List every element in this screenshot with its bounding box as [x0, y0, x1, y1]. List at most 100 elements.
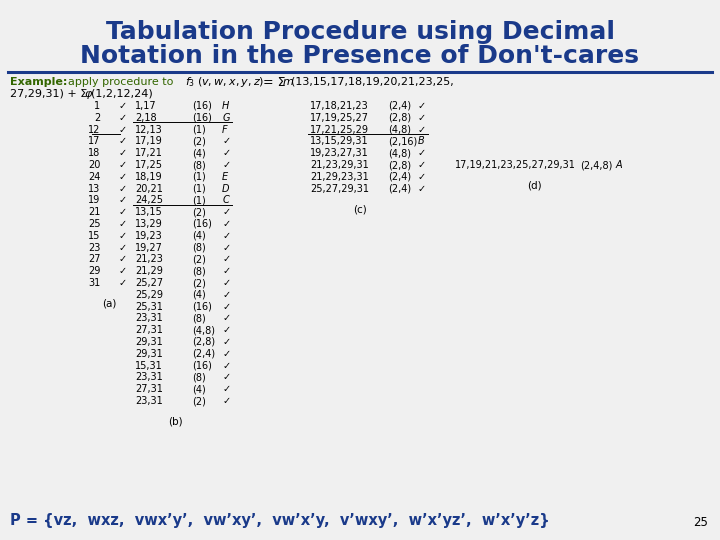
- Text: 27,29,31) + Σ: 27,29,31) + Σ: [11, 89, 88, 99]
- Text: (2): (2): [192, 254, 206, 265]
- Text: H: H: [222, 101, 230, 111]
- Text: ✓: ✓: [222, 207, 230, 217]
- Text: (2): (2): [192, 137, 206, 146]
- Text: 25,31: 25,31: [135, 302, 163, 312]
- Text: ✓: ✓: [418, 125, 426, 134]
- Text: 25,27: 25,27: [135, 278, 163, 288]
- Text: (1): (1): [192, 125, 206, 134]
- Text: ✓: ✓: [418, 148, 426, 158]
- Text: 1: 1: [94, 101, 100, 111]
- Text: (2,8): (2,8): [388, 160, 411, 170]
- Text: 25: 25: [693, 516, 708, 529]
- Text: 17,25: 17,25: [135, 160, 163, 170]
- Text: (a): (a): [102, 299, 117, 309]
- Text: ✓: ✓: [222, 231, 230, 241]
- Text: D: D: [222, 184, 230, 194]
- Text: ✓: ✓: [222, 290, 230, 300]
- Text: 18,19: 18,19: [135, 172, 163, 182]
- Text: 25,27,29,31: 25,27,29,31: [310, 184, 369, 194]
- Text: (4,8): (4,8): [388, 125, 411, 134]
- Text: ✓: ✓: [222, 337, 230, 347]
- Text: (4): (4): [192, 290, 206, 300]
- Text: 20: 20: [88, 160, 100, 170]
- Text: = Σ: = Σ: [263, 76, 286, 89]
- Text: (2,4): (2,4): [192, 349, 215, 359]
- Text: ✓: ✓: [118, 137, 127, 146]
- Text: (2,16): (2,16): [388, 137, 417, 146]
- Text: P = {vz,  wxz,  vwx’y’,  vw’xy’,  vw’x’y,  v’wxy’,  w’x’yz’,  w’x’y’z}: P = {vz, wxz, vwx’y’, vw’xy’, vw’x’y, v’…: [11, 512, 550, 528]
- Text: (8): (8): [192, 266, 206, 276]
- Text: (d): (d): [528, 181, 542, 191]
- Text: 24,25: 24,25: [135, 195, 163, 205]
- Text: ✓: ✓: [118, 125, 127, 134]
- Text: 17,19,25,27: 17,19,25,27: [310, 113, 369, 123]
- Text: 29: 29: [88, 266, 100, 276]
- Text: 17,19: 17,19: [135, 137, 163, 146]
- Text: (2): (2): [192, 278, 206, 288]
- Text: ✓: ✓: [222, 160, 230, 170]
- Text: 27: 27: [88, 254, 100, 265]
- Text: 23,31: 23,31: [135, 373, 163, 382]
- Text: $(v,w,x,y,z)$: $(v,w,x,y,z)$: [197, 75, 264, 89]
- Text: 29,31: 29,31: [135, 349, 163, 359]
- Text: ✓: ✓: [222, 266, 230, 276]
- Text: ✓: ✓: [222, 278, 230, 288]
- Text: m: m: [283, 77, 294, 87]
- Text: ✓: ✓: [118, 172, 127, 182]
- Text: ✓: ✓: [222, 361, 230, 370]
- Text: 23,31: 23,31: [135, 396, 163, 406]
- Text: (8): (8): [192, 242, 206, 253]
- Text: (1): (1): [192, 195, 206, 205]
- Text: 17: 17: [88, 137, 100, 146]
- Text: C: C: [222, 195, 229, 205]
- Text: (1): (1): [192, 184, 206, 194]
- Text: ✓: ✓: [118, 195, 127, 205]
- Text: (16): (16): [192, 219, 212, 229]
- Text: (2): (2): [192, 207, 206, 217]
- Text: E: E: [222, 172, 228, 182]
- Text: ✓: ✓: [418, 172, 426, 182]
- Text: (16): (16): [192, 302, 212, 312]
- Text: 23,31: 23,31: [135, 313, 163, 323]
- Text: ✓: ✓: [118, 242, 127, 253]
- Text: 31: 31: [88, 278, 100, 288]
- Text: 2: 2: [94, 113, 100, 123]
- Text: 25,29: 25,29: [135, 290, 163, 300]
- Text: 21,23,29,31: 21,23,29,31: [310, 160, 369, 170]
- Text: (8): (8): [192, 373, 206, 382]
- Text: ✓: ✓: [118, 113, 127, 123]
- Text: (8): (8): [192, 313, 206, 323]
- Text: apply procedure to: apply procedure to: [68, 77, 174, 87]
- Text: (2,8): (2,8): [192, 337, 215, 347]
- Text: 17,18,21,23: 17,18,21,23: [310, 101, 369, 111]
- Text: (2,4): (2,4): [388, 101, 411, 111]
- Text: 12: 12: [88, 125, 100, 134]
- Text: (16): (16): [192, 361, 212, 370]
- Text: Example:: Example:: [11, 77, 68, 87]
- Text: 29,31: 29,31: [135, 337, 163, 347]
- Text: (2): (2): [192, 396, 206, 406]
- Text: 18: 18: [88, 148, 100, 158]
- Text: ✓: ✓: [118, 231, 127, 241]
- Text: (2,8): (2,8): [388, 113, 411, 123]
- Text: ✓: ✓: [222, 242, 230, 253]
- Text: ✓: ✓: [222, 384, 230, 394]
- Text: ✓: ✓: [118, 219, 127, 229]
- Text: (16): (16): [192, 113, 212, 123]
- Text: 19,23,27,31: 19,23,27,31: [310, 148, 369, 158]
- Text: F: F: [222, 125, 228, 134]
- Text: 13,29: 13,29: [135, 219, 163, 229]
- Text: ✓: ✓: [222, 148, 230, 158]
- Text: ✓: ✓: [222, 219, 230, 229]
- Text: (c): (c): [353, 205, 367, 214]
- Text: A: A: [616, 160, 622, 170]
- Text: (4): (4): [192, 231, 206, 241]
- Text: 12,13: 12,13: [135, 125, 163, 134]
- Text: ✓: ✓: [118, 266, 127, 276]
- Text: (4,8): (4,8): [388, 148, 411, 158]
- Text: 17,19,21,23,25,27,29,31: 17,19,21,23,25,27,29,31: [455, 160, 576, 170]
- Text: Notation in the Presence of Don't-cares: Notation in the Presence of Don't-cares: [81, 44, 639, 68]
- Text: 21,29,23,31: 21,29,23,31: [310, 172, 369, 182]
- Text: ✓: ✓: [118, 101, 127, 111]
- Text: $f_3$: $f_3$: [185, 75, 195, 89]
